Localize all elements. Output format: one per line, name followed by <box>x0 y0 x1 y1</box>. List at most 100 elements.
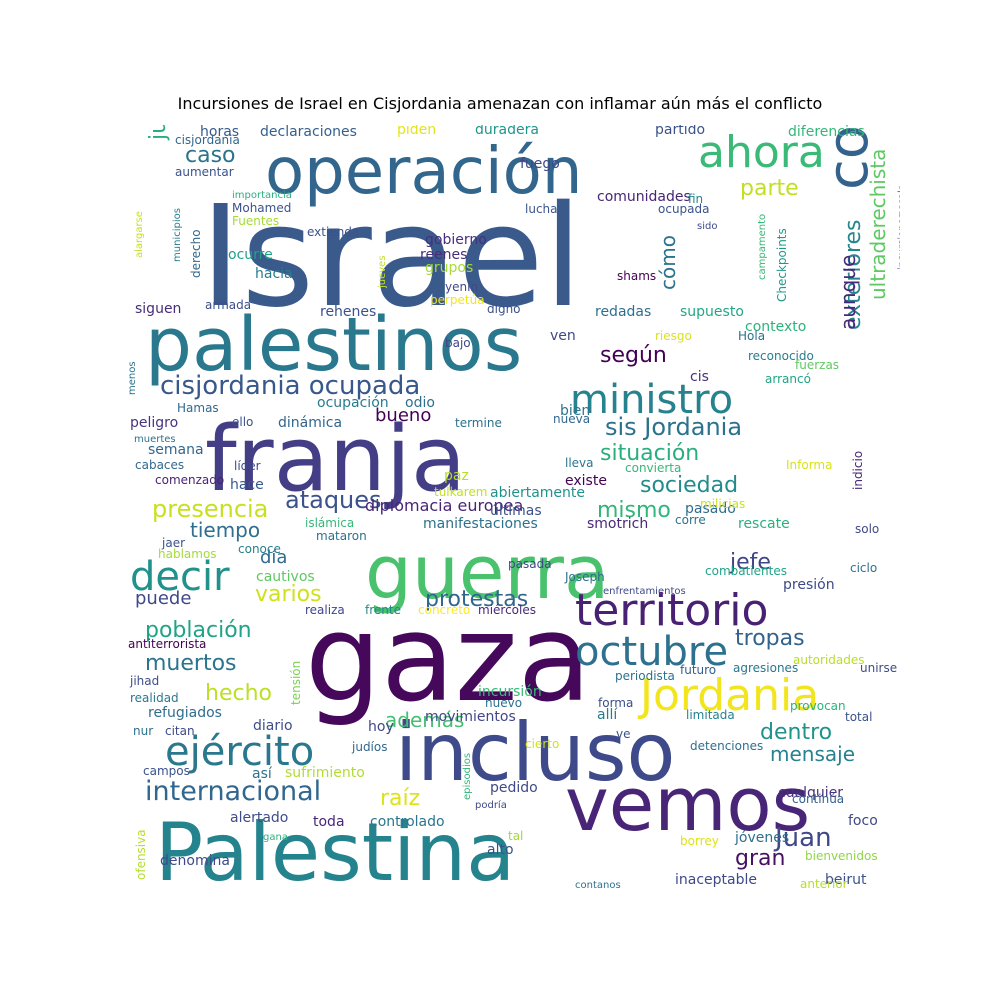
word-cloud-word: pasado <box>685 501 736 517</box>
word-cloud-word: Hola <box>738 329 765 343</box>
word-cloud-word: franja <box>205 407 466 512</box>
word-cloud-word: importancia <box>232 190 292 201</box>
word-cloud-word: frente <box>365 603 401 617</box>
word-cloud-word: palestinos <box>145 302 522 388</box>
word-cloud-word: grupos <box>425 260 473 276</box>
word-cloud-word: mataron <box>316 529 367 543</box>
word-cloud-word: bueno <box>375 405 431 426</box>
word-cloud-word: pasada <box>508 557 552 571</box>
word-cloud-word: toda <box>313 814 345 830</box>
word-cloud-word: partido <box>655 125 705 138</box>
word-cloud-word: jóvenes <box>734 830 789 846</box>
word-cloud-word: ministro <box>570 377 733 423</box>
word-cloud-word: nueva <box>553 412 590 426</box>
word-cloud-word: futuro <box>680 663 716 677</box>
word-cloud-word: continúa <box>792 792 844 806</box>
word-cloud-word: ello <box>232 415 253 429</box>
word-cloud-word: limitada <box>686 708 735 722</box>
word-cloud-word: Palestina <box>155 806 515 899</box>
chart-title: Incursiones de Israel en Cisjordania ame… <box>177 94 823 113</box>
word-cloud-word: yenín <box>445 280 478 294</box>
word-cloud-word: además <box>385 708 464 732</box>
word-cloud-word: Hamas <box>177 401 219 415</box>
word-cloud-word: paz <box>444 468 469 484</box>
word-cloud-word: lucha <box>525 202 558 216</box>
word-cloud-word: armada <box>205 298 251 312</box>
word-cloud-word: cisjordania <box>175 133 240 147</box>
word-cloud-word: ahora <box>698 127 825 178</box>
word-cloud-word: Checkpoints <box>775 228 789 302</box>
word-cloud-word: sociedad <box>640 473 738 498</box>
word-cloud-word: gaza <box>305 590 591 729</box>
word-cloud-word: alertado <box>230 810 288 826</box>
word-cloud-word: tal <box>508 829 523 843</box>
word-cloud-word: justamente <box>146 125 171 141</box>
word-cloud-word: manifestaciones <box>423 516 538 532</box>
word-cloud-word: corre <box>675 513 706 527</box>
word-cloud-word: nuevo <box>485 696 522 710</box>
word-cloud-word: raíz <box>380 786 420 811</box>
word-cloud-word: fuego <box>520 156 560 172</box>
word-cloud-word: abiertamente <box>490 485 585 501</box>
word-cloud-word: incursiones <box>897 213 900 270</box>
word-cloud-word: anterior <box>800 877 848 891</box>
word-cloud-word: podría <box>475 799 507 811</box>
word-cloud-word: Israel <box>200 176 583 339</box>
word-cloud-word: tropas <box>735 626 805 651</box>
word-cloud-word: movimientos <box>425 709 516 725</box>
word-cloud-word: muertos <box>145 651 237 676</box>
word-cloud-word: incursión <box>478 684 542 700</box>
word-cloud-word: según <box>600 343 667 368</box>
word-cloud-word: jihad <box>129 674 159 688</box>
word-cloud-word: cis <box>690 369 709 385</box>
word-cloud-word: muertes <box>134 434 176 445</box>
word-cloud-word: piden <box>397 125 436 138</box>
word-cloud-word: duradera <box>475 125 539 138</box>
word-cloud-word: termine <box>455 416 502 430</box>
word-cloud-word: comenzado <box>155 473 224 487</box>
word-cloud-word: ciclo <box>850 561 877 575</box>
word-cloud-word: protestas <box>425 587 528 612</box>
word-cloud-word: decir <box>130 554 230 600</box>
word-cloud-word: colonos <box>816 125 881 190</box>
word-cloud-word: ultraderechista <box>866 149 890 300</box>
word-cloud-word: escala <box>897 184 900 216</box>
word-cloud-word: guerra <box>365 530 609 616</box>
word-cloud-word: Juan <box>773 823 832 853</box>
word-cloud-word: solo <box>855 522 879 536</box>
word-cloud-word: exteriores <box>841 219 866 330</box>
word-cloud-word: mensaje <box>770 742 855 766</box>
word-cloud-word: sido <box>697 221 717 232</box>
word-cloud-word: perpetúa <box>430 293 485 307</box>
word-cloud-word: gana <box>263 832 288 843</box>
word-cloud-word: foco <box>848 813 878 829</box>
word-cloud-word: líder <box>234 459 261 473</box>
word-cloud-word: ejército <box>165 729 314 775</box>
word-cloud-word: jaer <box>161 536 185 550</box>
word-cloud-word: Joseph <box>564 570 605 584</box>
word-cloud-word: antiterrorista <box>128 637 206 651</box>
word-cloud-word: aunque <box>836 255 860 330</box>
word-cloud-word: concreto <box>418 603 470 617</box>
word-cloud-word: parte <box>740 176 799 201</box>
word-cloud-word: milicias <box>700 497 745 511</box>
word-cloud-word: unirse <box>860 661 897 675</box>
word-cloud-word: población <box>145 618 252 643</box>
word-cloud-word: provocan <box>790 699 846 713</box>
word-cloud-word: varios <box>255 582 322 607</box>
word-cloud-word: alto <box>487 842 514 858</box>
word-cloud-word: reenes <box>420 247 467 263</box>
word-cloud-word: ocupación <box>317 395 389 411</box>
word-cloud-word: total <box>845 710 872 724</box>
word-cloud-word: arrancó <box>765 372 811 386</box>
word-cloud-word: Informa <box>786 458 832 472</box>
word-cloud-word: extienda <box>307 225 359 239</box>
word-cloud-word: cautivos <box>256 569 315 585</box>
word-cloud-word: así <box>252 766 273 782</box>
word-cloud-word: contexto <box>745 319 806 335</box>
word-cloud-word: episodios <box>462 753 473 800</box>
word-cloud-word: judíos <box>351 740 387 754</box>
word-cloud-word: semana <box>148 442 204 458</box>
word-cloud-word: jefe <box>729 550 771 575</box>
word-cloud-word: municipios <box>172 208 183 262</box>
